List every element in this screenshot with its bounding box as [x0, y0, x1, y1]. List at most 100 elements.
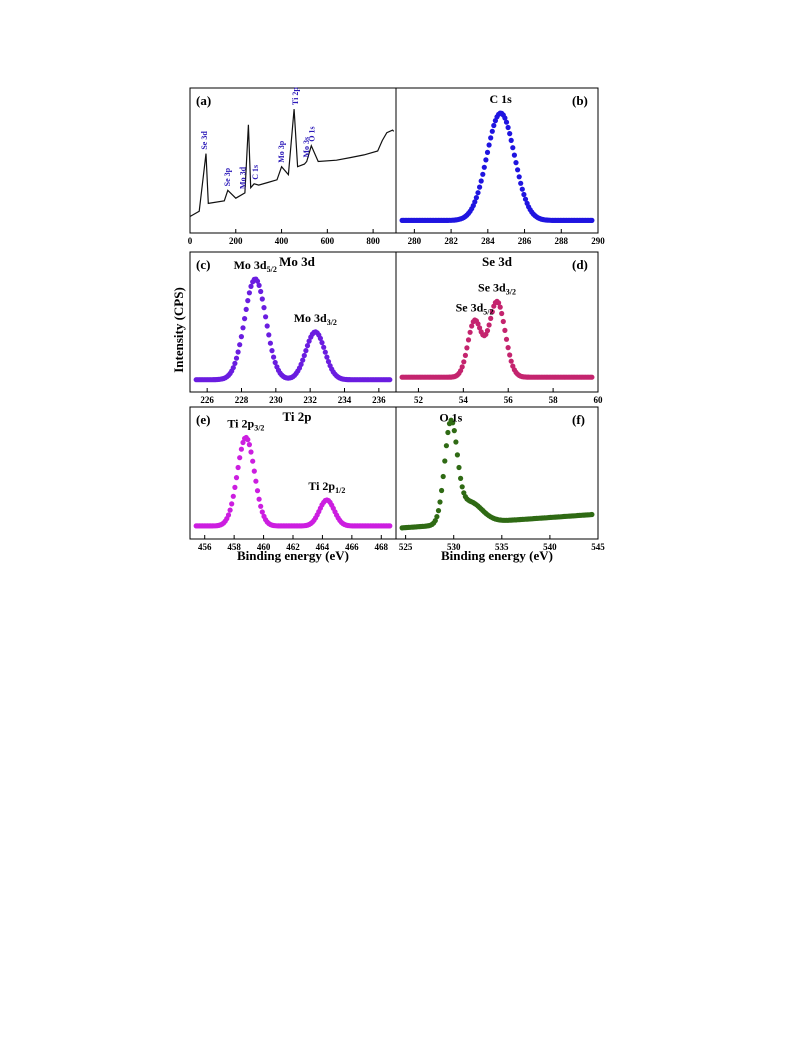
data-point	[256, 496, 262, 502]
data-point	[467, 329, 473, 335]
data-point	[387, 523, 393, 529]
data-point	[489, 128, 495, 134]
data-point	[459, 484, 465, 490]
x-tick-label: 286	[518, 236, 532, 246]
x-tick-label: 464	[316, 542, 330, 552]
panel-frame-e	[189, 406, 397, 540]
panel-label: (c)	[196, 257, 210, 272]
data-point	[522, 196, 529, 202]
peak-label: Se 3d3/2	[478, 281, 516, 297]
data-point	[508, 358, 514, 364]
peak-label-text: Mo 3d	[234, 258, 267, 272]
data-point	[505, 124, 511, 131]
x-tick-label: 0	[188, 236, 193, 246]
x-tick-label: 456	[198, 542, 212, 552]
data-point	[442, 458, 448, 464]
data-point	[256, 282, 262, 288]
panel-frame-f	[395, 406, 599, 540]
data-point	[251, 468, 257, 474]
x-tick-label: 236	[372, 395, 386, 405]
panel-frame-d	[395, 251, 599, 393]
data-point	[242, 316, 248, 322]
data-point	[511, 152, 517, 158]
x-tick-label: 530	[447, 542, 461, 552]
data-point	[235, 349, 241, 355]
data-point	[248, 283, 254, 289]
data-point	[246, 442, 252, 448]
data-point	[243, 306, 249, 312]
data-point	[240, 439, 246, 446]
data-point	[484, 149, 491, 155]
x-tick-label: 232	[303, 395, 317, 405]
data-point	[508, 137, 514, 143]
data-point	[475, 321, 481, 327]
data-point	[461, 359, 467, 365]
peak-label-text: Ti 2p	[308, 479, 335, 493]
data-point	[483, 157, 489, 163]
peak-label-text: C 1s	[490, 92, 513, 106]
data-point	[439, 487, 445, 494]
data-point	[500, 318, 506, 325]
data-point	[317, 335, 323, 341]
data-point	[301, 352, 307, 359]
peak-label-subscript: 3/2	[327, 318, 337, 327]
data-point	[238, 446, 244, 452]
data-point	[443, 443, 449, 449]
x-tick-label: 226	[200, 395, 214, 405]
peak-label: Mo 3d5/2	[234, 258, 277, 274]
peak-label-subscript: 5/2	[267, 265, 277, 274]
data-point	[235, 464, 241, 471]
data-point	[240, 325, 246, 331]
peak-label: C 1s	[490, 92, 513, 106]
x-axis-title-left: Binding energy (eV)	[237, 548, 349, 563]
data-point	[589, 374, 595, 380]
data-point	[229, 501, 235, 507]
data-point	[254, 488, 261, 494]
data-point	[237, 342, 243, 348]
survey-peak-label: Mo 3p	[277, 140, 286, 163]
data-point	[245, 437, 251, 443]
peak-label-text: Ti 2p	[227, 416, 254, 430]
x-tick-label: 290	[591, 236, 605, 246]
data-point	[456, 464, 462, 471]
data-point	[521, 191, 527, 198]
survey-peak-label: Se 3d	[200, 131, 209, 150]
data-point	[254, 278, 261, 284]
data-point	[491, 122, 497, 129]
panel-frame-b	[395, 87, 599, 234]
data-point	[469, 323, 475, 329]
data-point	[478, 178, 484, 184]
data-point	[454, 452, 460, 458]
data-point	[227, 507, 233, 513]
data-point	[519, 186, 525, 192]
x-tick-label: 525	[399, 542, 413, 552]
data-point	[507, 352, 513, 358]
data-point	[230, 493, 236, 499]
x-tick-label: 58	[549, 395, 559, 405]
data-point	[464, 345, 470, 351]
x-tick-label: 458	[227, 542, 241, 552]
panel-f: 525 530 535 540 545 (f) O 1s	[395, 406, 605, 552]
x-tick-label: 234	[338, 395, 352, 405]
panel-label: (e)	[196, 412, 210, 427]
data-point	[589, 217, 595, 223]
data-point	[387, 377, 393, 383]
data-point	[502, 115, 508, 121]
data-point	[271, 354, 277, 360]
data-point	[435, 508, 442, 514]
data-point	[489, 309, 495, 315]
y-axis-title: Intensity (CPS)	[171, 287, 186, 373]
data-point	[589, 511, 595, 518]
data-point	[486, 322, 492, 328]
x-tick-label: 462	[286, 542, 300, 552]
panel-label: (b)	[572, 93, 588, 108]
data-point	[321, 344, 327, 350]
survey-peak-label: Mo 3s	[302, 137, 311, 158]
data-point	[258, 503, 264, 509]
data-point	[475, 190, 481, 196]
data-point	[486, 142, 492, 148]
data-point	[477, 184, 483, 190]
x-axis-title-right: Binding energy (eV)	[441, 548, 553, 563]
survey-peak-label: Mo 3d	[239, 166, 248, 189]
data-point	[325, 359, 332, 365]
